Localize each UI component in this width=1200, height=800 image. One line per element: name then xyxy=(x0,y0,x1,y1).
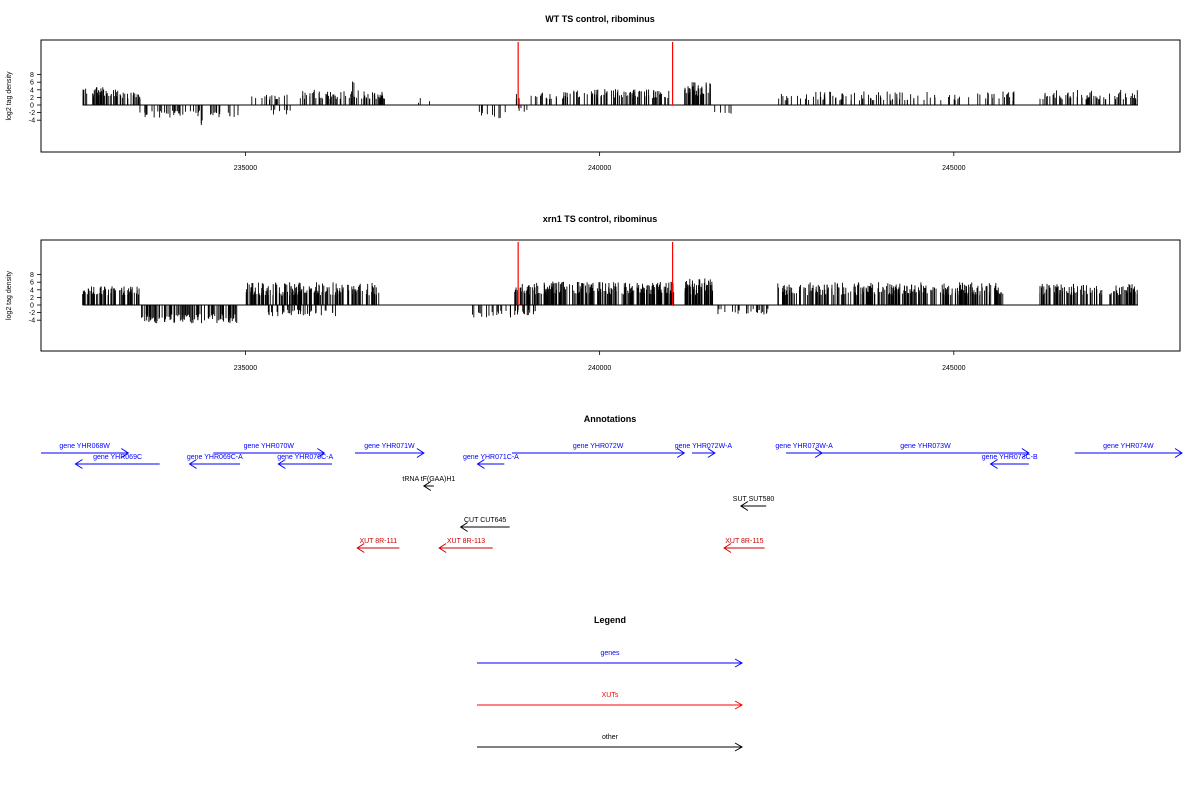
feature-label: gene YHR071C-A xyxy=(463,454,519,461)
x-tick-label: 240000 xyxy=(588,365,611,372)
feature-arrowhead xyxy=(416,448,425,458)
y-tick-label: -4 xyxy=(29,118,35,125)
x-tick-label: 245000 xyxy=(942,365,965,372)
y-axis-label: log2 tag density xyxy=(6,71,13,121)
feature-label: gene YHR074W xyxy=(1103,443,1154,450)
feature-arrowhead xyxy=(422,481,432,491)
feature-label: XUT 8R-113 xyxy=(447,538,485,545)
feature-arrowhead xyxy=(1174,448,1183,458)
y-tick-label: 0 xyxy=(30,303,34,310)
y-tick-label: -2 xyxy=(29,110,35,117)
feature-arrowhead xyxy=(476,459,485,469)
feature-arrowhead xyxy=(121,448,130,458)
feature-arrowhead xyxy=(188,459,197,469)
x-tick-label: 235000 xyxy=(234,165,257,172)
feature-label: gene YHR070W xyxy=(244,443,295,450)
annotations-title: Annotations xyxy=(584,414,637,424)
feature-label: gene YHR069C-A xyxy=(187,454,243,461)
feature-label: tRNA tF(GAA)H1 xyxy=(402,476,455,483)
legend-label: genes xyxy=(600,650,620,657)
chart-title: xrn1 TS control, ribominus xyxy=(543,214,658,224)
x-tick-label: 240000 xyxy=(588,165,611,172)
y-tick-label: 2 xyxy=(30,95,34,102)
feature-arrowhead xyxy=(723,543,732,553)
legend-label: other xyxy=(602,734,619,741)
feature-label: SUT SUT580 xyxy=(733,496,775,503)
y-tick-label: 6 xyxy=(30,80,34,87)
feature-arrowhead xyxy=(277,459,286,469)
feature-arrowhead xyxy=(676,448,686,458)
feature-label: gene YHR068W xyxy=(59,443,110,450)
feature-label: gene YHR073C-B xyxy=(982,454,1038,461)
feature-arrowhead xyxy=(459,522,468,532)
feature-label: gene YHR073W xyxy=(900,443,951,450)
feature-label: XUT 8R-111 xyxy=(359,538,397,545)
x-tick-label: 245000 xyxy=(942,165,965,172)
y-tick-label: -2 xyxy=(29,310,35,317)
y-tick-label: 6 xyxy=(30,280,34,287)
legend-arrowhead xyxy=(734,658,744,668)
feature-label: gene YHR069C xyxy=(93,454,142,461)
legend-title: Legend xyxy=(594,615,626,625)
legend-arrowhead xyxy=(734,742,744,752)
feature-arrowhead xyxy=(356,543,365,553)
feature-label: gene YHR072W xyxy=(573,443,624,450)
y-tick-label: 8 xyxy=(30,272,34,279)
y-tick-label: 2 xyxy=(30,295,34,302)
feature-label: XUT 8R-115 xyxy=(725,538,763,545)
feature-label: gene YHR072W-A xyxy=(675,443,733,450)
feature-arrowhead xyxy=(74,459,83,469)
feature-arrowhead xyxy=(438,543,447,553)
legend-arrowhead xyxy=(734,700,744,710)
feature-label: gene YHR073W-A xyxy=(775,443,833,450)
y-tick-label: 4 xyxy=(30,287,34,294)
y-axis-label: log2 tag density xyxy=(6,270,13,320)
feature-label: gene YHR071W xyxy=(364,443,415,450)
chart-title: WT TS control, ribominus xyxy=(545,14,655,24)
feature-arrowhead xyxy=(989,459,998,469)
feature-arrowhead xyxy=(739,501,749,511)
plot-frame xyxy=(40,239,1181,352)
y-tick-label: -4 xyxy=(29,318,35,325)
plot-frame xyxy=(40,39,1181,153)
y-tick-label: 0 xyxy=(30,103,34,110)
y-tick-label: 4 xyxy=(30,87,34,94)
feature-arrowhead xyxy=(707,448,716,458)
feature-arrowhead xyxy=(1021,448,1030,458)
feature-label: CUT CUT645 xyxy=(464,517,506,524)
feature-arrowhead xyxy=(317,448,326,458)
x-tick-label: 235000 xyxy=(234,365,257,372)
y-tick-label: 8 xyxy=(30,72,34,79)
legend-label: XUTs xyxy=(602,692,619,699)
feature-label: gene YHR070C-A xyxy=(277,454,333,461)
